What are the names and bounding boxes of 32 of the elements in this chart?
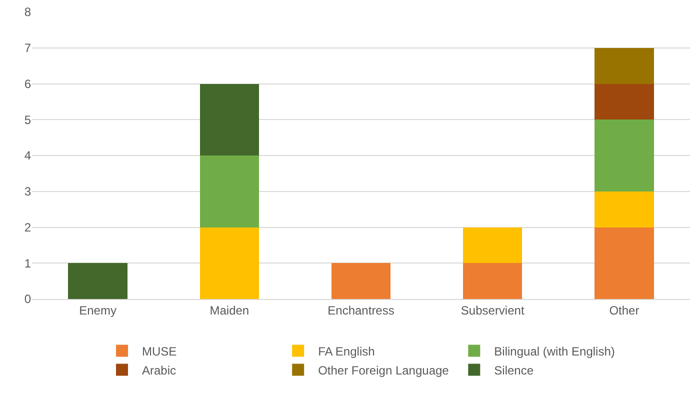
legend-label: MUSE	[142, 344, 177, 358]
legend-label: Other Foreign Language	[318, 363, 450, 378]
y-tick-label: 1	[24, 256, 32, 270]
x-tick-label: Enchantress	[328, 303, 394, 318]
legend-label: Arabic	[142, 363, 176, 378]
y-tick-label: 7	[24, 41, 32, 56]
x-tick-label: Subservient	[460, 303, 525, 318]
bar	[594, 84, 654, 120]
y-tick-label: 6	[24, 76, 32, 91]
bar	[462, 263, 522, 299]
x-tick-label: Maiden	[210, 303, 250, 318]
legend-label: Bilingual (with English)	[494, 344, 615, 358]
legend-label: Silence	[494, 363, 534, 378]
bar	[594, 227, 654, 299]
bar	[594, 48, 654, 84]
x-tick-label: Enemy	[79, 303, 116, 318]
y-tick-label: 0	[24, 292, 32, 306]
bar	[200, 84, 260, 156]
bar	[200, 227, 260, 299]
y-tick-label: 3	[24, 184, 32, 199]
y-tick-label: 4	[24, 148, 32, 163]
bar	[331, 263, 391, 299]
bar	[68, 263, 128, 299]
bar	[462, 227, 522, 264]
bar	[594, 120, 654, 192]
y-tick-label: 2	[24, 220, 32, 234]
y-tick-label: 8	[24, 5, 32, 20]
legend-label: FA English	[318, 344, 375, 358]
x-tick-label: Other	[609, 303, 640, 318]
bar	[200, 156, 260, 228]
bar	[594, 191, 654, 228]
y-tick-label: 5	[24, 112, 32, 127]
